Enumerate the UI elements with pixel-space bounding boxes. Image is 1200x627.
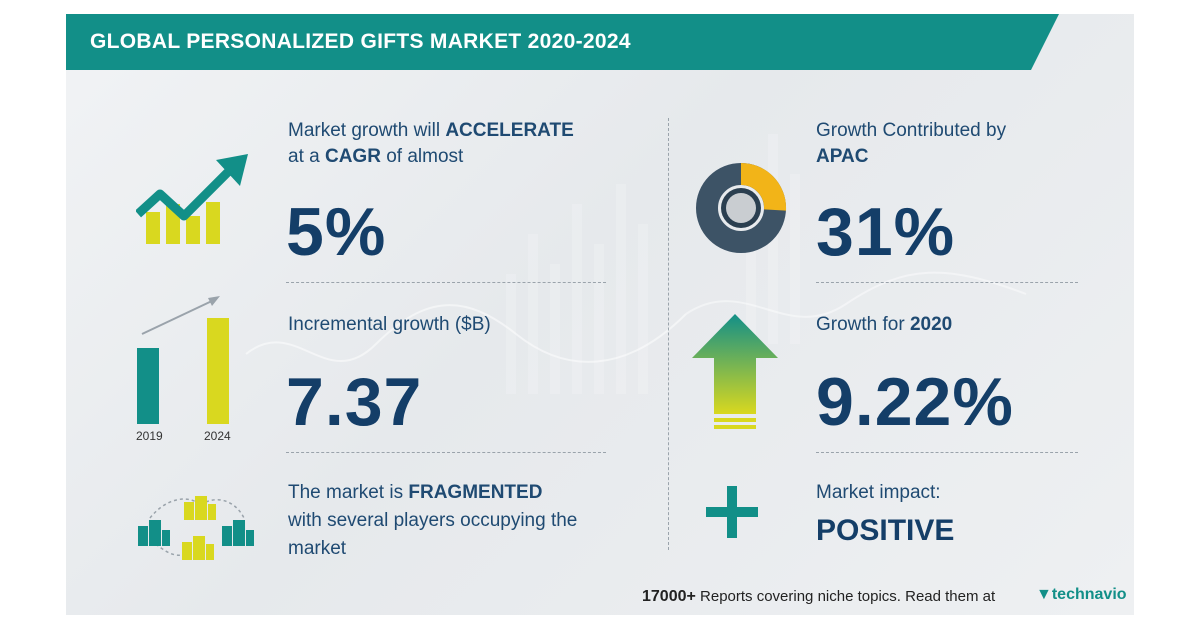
donut-chart-icon <box>696 162 787 253</box>
fragmented-line-1: The market is FRAGMENTED <box>288 480 542 506</box>
growth-line-1: Market growth will ACCELERATE <box>288 118 574 144</box>
cagr-value: 5% <box>286 194 387 270</box>
fragmented-emph: FRAGMENTED <box>408 482 543 503</box>
title-banner <box>66 14 1031 70</box>
page-title: GLOBAL PERSONALIZED GIFTS MARKET 2020-20… <box>90 30 631 53</box>
footer-report-count: 17000+ <box>642 588 696 605</box>
bar-label-start-year: 2019 <box>136 429 163 443</box>
bar-growth-icon <box>137 296 229 424</box>
growth-accelerate-emph: ACCELERATE <box>445 120 574 141</box>
background-decoration <box>245 134 1027 394</box>
yoy-label: Growth for 2020 <box>816 312 952 338</box>
title-banner-tail <box>1031 14 1059 70</box>
technavio-logo-text: technavio <box>1051 586 1127 603</box>
footer-description: Reports covering niche topics. Read them… <box>700 588 996 605</box>
region-name: APAC <box>816 146 869 167</box>
up-arrow-icon <box>692 314 778 429</box>
footer-text: 17000+ Reports covering niche topics. Re… <box>642 588 995 606</box>
growth-line-2: at a CAGR of almost <box>288 144 463 170</box>
bar-label-end-year: 2024 <box>204 429 231 443</box>
fragmented-line-3: market <box>288 538 347 559</box>
region-share-value: 31% <box>816 194 956 270</box>
yoy-label-prefix: Growth for <box>816 314 905 335</box>
yoy-growth-value: 9.22% <box>816 364 1014 440</box>
incremental-label: Incremental growth ($B) <box>288 314 491 335</box>
technavio-logo-icon: ▼ <box>1036 586 1052 603</box>
infographic-card: GLOBAL PERSONALIZED GIFTS MARKET 2020-20… <box>66 14 1134 615</box>
divider-right-1 <box>816 282 1078 283</box>
fragmented-line-2: with several players occupying the <box>288 510 578 531</box>
incremental-value: 7.37 <box>286 364 423 440</box>
growth-line-1-prefix: Market growth will <box>288 120 441 141</box>
divider-left-1 <box>286 282 606 283</box>
technavio-logo[interactable]: ▼technavio <box>1036 586 1127 604</box>
buildings-network-icon <box>138 496 254 560</box>
vertical-divider <box>668 118 669 550</box>
region-line-1: Growth Contributed by <box>816 120 1007 141</box>
yoy-year: 2020 <box>909 314 953 335</box>
divider-right-2 <box>816 452 1078 453</box>
growth-line-2-prefix: at a <box>288 146 320 167</box>
growth-cagr-emph: CAGR <box>324 146 381 167</box>
impact-label: Market impact: <box>816 482 941 503</box>
growth-line-2-suffix: of almost <box>386 146 464 167</box>
divider-left-2 <box>286 452 606 453</box>
trend-chart-icon <box>136 154 248 244</box>
impact-value: POSITIVE <box>816 514 955 547</box>
plus-icon <box>706 486 758 538</box>
fragmented-line-1-prefix: The market is <box>288 482 404 503</box>
